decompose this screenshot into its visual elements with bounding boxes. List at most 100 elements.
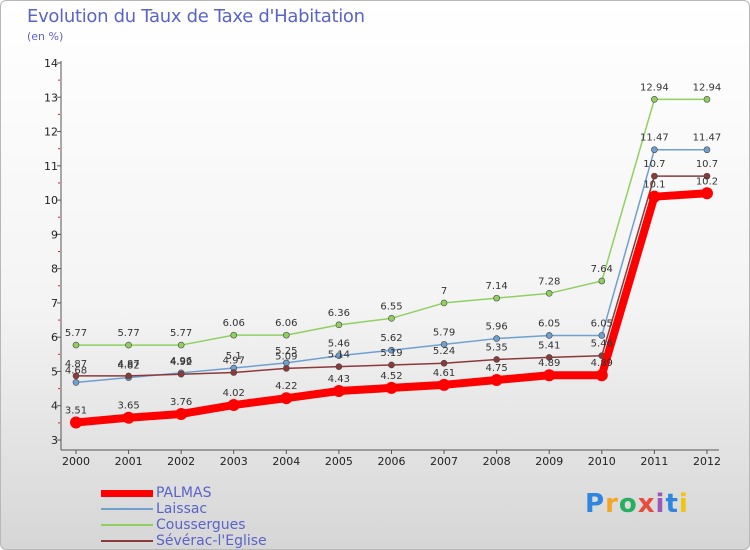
- data-label-laissac: 5.25: [275, 346, 297, 357]
- data-label-laissac: 4.68: [65, 365, 87, 376]
- data-label-coussergues: 5.77: [117, 328, 139, 339]
- x-tick-label: 2011: [640, 455, 668, 468]
- data-label-laissac: 5.62: [380, 333, 402, 344]
- data-label-s-v-rac-l-eglise: 4.97: [223, 355, 245, 366]
- y-tick-label: 13: [44, 91, 58, 104]
- data-label-palmas: 4.89: [538, 358, 560, 369]
- data-label-laissac: 5.1: [226, 351, 242, 362]
- data-label-s-v-rac-l-eglise: 5.19: [380, 348, 402, 359]
- x-tick-label: 2005: [325, 455, 353, 468]
- data-label-coussergues: 6.06: [275, 318, 297, 329]
- data-label-coussergues: 7.14: [486, 281, 508, 292]
- x-tick-label: 2003: [220, 455, 248, 468]
- data-label-s-v-rac-l-eglise: 10.7: [643, 159, 665, 170]
- data-label-s-v-rac-l-eglise: 5.24: [433, 346, 455, 357]
- data-label-coussergues: 12.94: [640, 82, 669, 93]
- data-label-palmas: 4.22: [275, 381, 297, 392]
- data-point-laissac: [440, 341, 448, 348]
- data-label-laissac: 6.05: [591, 318, 613, 329]
- data-point-s-v-rac-l-eglise: [493, 356, 500, 363]
- data-label-s-v-rac-l-eglise: 10.7: [696, 159, 718, 170]
- y-tick-label: 5: [51, 365, 58, 378]
- data-label-laissac: 11.47: [693, 133, 722, 144]
- data-label-palmas: 4.75: [486, 363, 508, 374]
- data-point-coussergues: [177, 341, 185, 349]
- data-label-coussergues: 5.77: [170, 328, 192, 339]
- data-point-coussergues: [703, 96, 711, 103]
- legend-swatch-palmas: [101, 490, 153, 497]
- data-point-palmas: [438, 378, 451, 391]
- y-tick-label: 10: [44, 194, 58, 207]
- data-label-palmas: 10.1: [643, 180, 665, 191]
- chart-axes: [57, 61, 719, 454]
- data-label-palmas: 3.65: [117, 401, 139, 412]
- data-point-coussergues: [651, 96, 658, 103]
- data-point-s-v-rac-l-eglise: [177, 370, 185, 378]
- data-point-palmas: [543, 369, 556, 382]
- data-point-palmas: [490, 374, 503, 387]
- data-point-palmas: [648, 190, 661, 203]
- data-label-s-v-rac-l-eglise: 5.09: [275, 351, 297, 362]
- data-point-coussergues: [283, 331, 290, 339]
- data-point-palmas: [385, 381, 398, 394]
- data-label-palmas: 4.52: [380, 371, 402, 382]
- data-point-laissac: [651, 146, 658, 154]
- data-point-laissac: [545, 332, 553, 339]
- data-point-palmas: [70, 416, 82, 429]
- data-point-s-v-rac-l-eglise: [283, 365, 290, 372]
- data-label-s-v-rac-l-eglise: 5.41: [538, 340, 560, 351]
- data-point-s-v-rac-l-eglise: [440, 359, 448, 367]
- x-tick-label: 2006: [377, 455, 405, 468]
- data-point-s-v-rac-l-eglise: [125, 372, 132, 380]
- data-point-laissac: [703, 146, 711, 154]
- x-tick-label: 2004: [272, 455, 300, 468]
- data-point-coussergues: [230, 331, 238, 339]
- data-point-coussergues: [545, 290, 553, 297]
- data-label-palmas: 3.76: [170, 397, 192, 408]
- logo-letter: t: [665, 489, 679, 519]
- logo-letter: r: [605, 489, 619, 519]
- y-tick-label: 14: [44, 57, 58, 70]
- data-point-s-v-rac-l-eglise: [545, 354, 553, 361]
- chart-subtitle: (en %): [27, 30, 64, 43]
- data-label-laissac: 5.79: [433, 327, 455, 338]
- data-label-laissac: 6.05: [538, 318, 560, 329]
- data-label-palmas: 4.02: [223, 388, 245, 399]
- y-tick-label: 6: [51, 331, 58, 344]
- data-point-coussergues: [72, 341, 80, 349]
- legend-label-coussergues: Coussergues: [156, 517, 246, 533]
- data-label-laissac: 11.47: [640, 133, 669, 144]
- x-tick-label: 2008: [483, 455, 511, 468]
- legend-swatch-laissac: [101, 508, 153, 510]
- data-label-coussergues: 5.77: [65, 328, 87, 339]
- y-tick-label: 7: [51, 297, 58, 310]
- data-label-laissac: 4.82: [117, 361, 139, 372]
- data-point-laissac: [335, 352, 343, 359]
- data-label-laissac: 5.46: [328, 339, 350, 350]
- data-label-palmas: 4.61: [433, 368, 455, 379]
- data-point-s-v-rac-l-eglise: [388, 361, 395, 369]
- legend-swatch-severac: [101, 540, 153, 542]
- y-tick-label: 9: [51, 228, 58, 241]
- data-point-s-v-rac-l-eglise: [651, 172, 658, 180]
- data-point-palmas: [332, 384, 345, 397]
- legend-label-palmas: PALMAS: [156, 485, 212, 501]
- data-label-coussergues: 6.36: [328, 308, 350, 319]
- data-label-palmas: 10.2: [696, 176, 718, 187]
- y-tick-label: 4: [51, 400, 58, 413]
- proxiti-logo: Proxiti: [585, 489, 689, 519]
- legend-label-severac: Sévérac-l'Eglise: [156, 533, 267, 549]
- data-label-s-v-rac-l-eglise: 5.46: [591, 339, 613, 350]
- data-point-s-v-rac-l-eglise: [230, 369, 238, 376]
- x-tick-label: 2002: [167, 455, 195, 468]
- data-point-palmas: [280, 392, 293, 405]
- data-label-palmas: 3.51: [65, 406, 87, 417]
- data-label-s-v-rac-l-eglise: 5.14: [328, 350, 350, 361]
- data-point-palmas: [122, 411, 135, 424]
- data-label-coussergues: 6.06: [223, 318, 245, 329]
- x-tick-label: 2001: [115, 455, 143, 468]
- data-point-laissac: [388, 346, 395, 354]
- tick-labels: 3 4 5 6 7 8 9 10 11 12 13 14 2000 2001 2002 2003 2004 200…: [44, 57, 721, 468]
